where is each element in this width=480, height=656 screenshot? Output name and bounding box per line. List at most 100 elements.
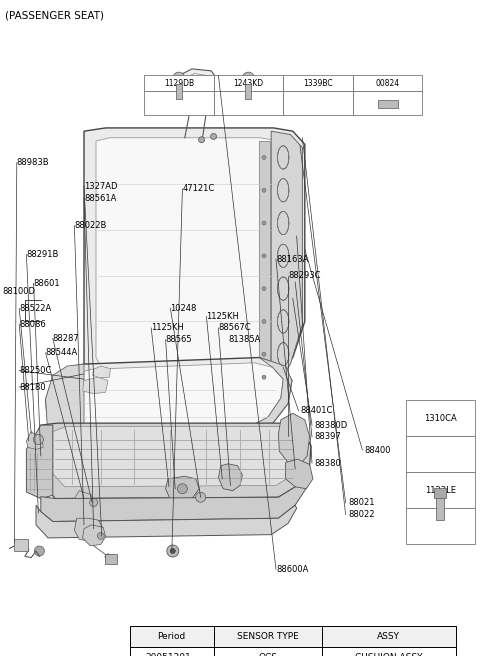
Bar [283,75,353,91]
Text: 1125KH: 1125KH [206,312,239,321]
Text: ASSY: ASSY [377,632,400,642]
Polygon shape [26,425,53,499]
Circle shape [262,352,266,356]
Bar [406,508,475,544]
Circle shape [35,546,44,556]
Bar [434,488,446,499]
Polygon shape [84,128,305,397]
Text: 81385A: 81385A [228,335,260,344]
Polygon shape [271,131,302,394]
Polygon shape [96,138,287,382]
Text: 88022: 88022 [348,510,374,519]
Polygon shape [218,464,242,491]
Text: 88397: 88397 [314,432,341,441]
Circle shape [167,545,179,557]
Text: 88544A: 88544A [46,348,78,358]
Text: 88293C: 88293C [288,271,321,280]
Polygon shape [41,466,310,522]
Text: 88561A: 88561A [84,194,116,203]
Text: 88163A: 88163A [276,255,309,264]
Text: 1327AD: 1327AD [84,182,118,191]
Circle shape [178,483,187,494]
Text: 20051201~: 20051201~ [145,653,198,656]
Bar [214,75,283,91]
Text: 1125KH: 1125KH [151,323,184,333]
Circle shape [199,136,204,143]
Circle shape [262,155,266,159]
Bar [105,554,117,564]
Bar [130,626,214,647]
Circle shape [211,133,216,140]
Bar [353,91,422,115]
Text: (PASSENGER SEAT): (PASSENGER SEAT) [5,10,104,20]
Polygon shape [26,432,43,449]
Circle shape [262,375,266,379]
Polygon shape [245,358,292,440]
Bar [245,84,252,99]
Bar [214,647,322,656]
Text: 88380: 88380 [314,459,341,468]
Text: 88401C: 88401C [300,406,332,415]
Text: 88983B: 88983B [17,158,49,167]
Text: 88380D: 88380D [314,420,348,430]
Circle shape [308,93,328,113]
Bar [406,472,475,508]
Polygon shape [74,491,92,509]
Circle shape [432,446,448,462]
Circle shape [262,254,266,258]
Polygon shape [178,73,218,108]
Text: 00824: 00824 [375,79,400,87]
Circle shape [34,434,43,445]
Bar [353,75,422,91]
Bar [322,626,456,647]
Bar [176,84,182,99]
Text: 88180: 88180 [19,382,46,392]
Text: 47121C: 47121C [182,184,215,194]
Text: 10248: 10248 [170,304,197,313]
Polygon shape [83,525,106,546]
Text: 1123LE: 1123LE [425,486,456,495]
Text: 88600A: 88600A [276,565,308,574]
Circle shape [262,221,266,225]
Bar [144,91,214,115]
Bar [214,91,283,115]
Text: 88086: 88086 [19,319,46,329]
Text: 1310CA: 1310CA [424,414,457,422]
Circle shape [262,319,266,323]
Text: 88567C: 88567C [218,323,251,333]
Bar [14,539,28,551]
Text: 88400: 88400 [365,445,391,455]
Text: Period: Period [157,632,186,642]
Bar [406,436,475,472]
Circle shape [97,533,104,539]
Text: 88522A: 88522A [19,304,51,313]
Bar [130,647,214,656]
Bar [283,91,353,115]
Polygon shape [170,69,222,113]
Circle shape [436,450,444,459]
Circle shape [242,72,254,84]
Circle shape [173,72,185,84]
Circle shape [262,188,266,192]
Text: 88022B: 88022B [74,221,107,230]
Bar [436,495,444,520]
Circle shape [313,98,323,108]
Polygon shape [286,459,313,489]
Circle shape [170,548,175,554]
Polygon shape [166,476,199,502]
Polygon shape [41,423,311,499]
Text: 88287: 88287 [53,334,80,343]
Bar [214,626,322,647]
Polygon shape [36,505,297,538]
Text: 88601: 88601 [34,279,60,288]
Text: 1243KD: 1243KD [233,79,264,87]
Polygon shape [53,426,303,487]
Bar [144,75,214,91]
Circle shape [90,499,97,506]
Circle shape [196,492,205,502]
Text: 88565: 88565 [166,335,192,344]
Text: OCS: OCS [258,653,277,656]
Bar [378,100,397,108]
Polygon shape [46,358,292,443]
Text: 1129DB: 1129DB [164,79,194,87]
